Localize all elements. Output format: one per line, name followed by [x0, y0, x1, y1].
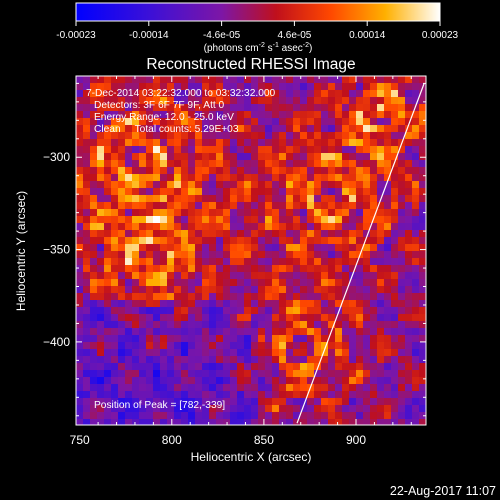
- colorbar-tick-label: 0.00023: [422, 30, 459, 41]
- annotation-clean-counts: Clean Total counts: 5.29E+03: [94, 124, 239, 135]
- colorbar-tick-label: 4.6e-05: [277, 30, 311, 41]
- solar-limb-line: [296, 83, 425, 424]
- y-tick-label: −350: [43, 243, 70, 257]
- colorbar-tick-label: -4.6e-05: [203, 30, 241, 41]
- footer-timestamp: 22-Aug-2017 11:07: [390, 484, 496, 498]
- y-tick-label: −300: [43, 150, 70, 164]
- peak-position-note: Position of Peak = [782,-339]: [94, 400, 225, 411]
- colorbar-ticks: -0.00023 -0.00014 -4.6e-05 4.6e-05 0.00014 0.…: [56, 21, 459, 41]
- chart-title: Reconstructed RHESSI Image: [146, 56, 355, 73]
- colorbar-unit-label: (photons cm-2 s-1 asec-2): [204, 42, 313, 54]
- y-axis-label: Heliocentric Y (arcsec): [14, 191, 28, 311]
- colorbar-tick-label: 0.00014: [349, 30, 386, 41]
- heatmap-image: [76, 76, 426, 425]
- colorbar-tick-label: -0.00023: [56, 30, 96, 41]
- annotation-detectors: Detectors: 3F 6F 7F 9F, Att 0: [94, 100, 225, 111]
- colorbar-gradient: [75, 2, 441, 22]
- colorbar-tick-label: -0.00014: [129, 30, 169, 41]
- axis-ticks: 750 800 850 900 −300 −350 −400: [43, 76, 426, 447]
- annotation-time-range: 7-Dec-2014 03:22:32.000 to 03:32:32.000: [86, 88, 276, 99]
- plot-frame: [75, 75, 427, 426]
- x-tick-label: 900: [346, 433, 366, 447]
- y-tick-label: −400: [43, 335, 70, 349]
- x-tick-label: 850: [254, 433, 274, 447]
- colorbar: -0.00023 -0.00014 -4.6e-05 4.6e-05 0.00014 0.…: [56, 2, 459, 54]
- annotation-energy-range: Energy Range: 12.0 - 25.0 keV: [94, 112, 234, 123]
- x-tick-label: 800: [162, 433, 182, 447]
- observation-info: 7-Dec-2014 03:22:32.000 to 03:32:32.000 …: [86, 88, 276, 135]
- x-tick-label: 750: [70, 433, 90, 447]
- x-axis-label: Heliocentric X (arcsec): [191, 450, 312, 464]
